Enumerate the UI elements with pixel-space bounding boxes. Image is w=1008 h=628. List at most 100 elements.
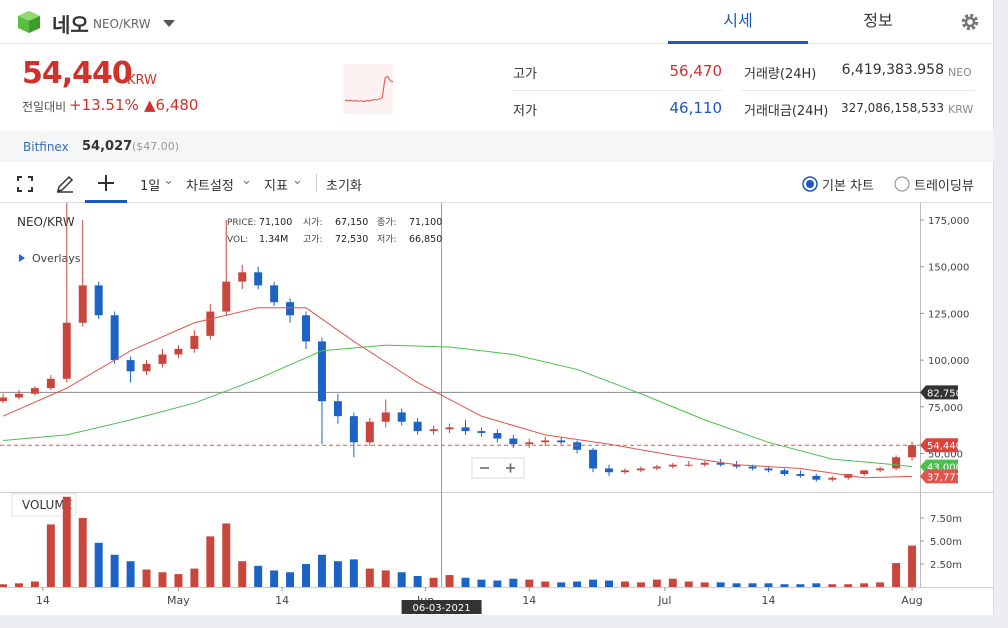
info-value: 66,850 [409,234,442,245]
volume-bar [413,575,422,587]
candle-body [828,477,837,480]
exchange-band: Bitfinex 54,027 ($47.00) [0,131,994,162]
volume-bar [716,582,725,587]
info-label: 시가: [303,217,323,228]
caret: ⌄ [292,173,303,188]
dropdown[interactable] [162,19,176,28]
x-tick-label: Aug [901,594,922,607]
candle-body [158,354,167,364]
current-price: 54,440 [22,56,133,91]
volume-bar [429,577,438,587]
moving-average [2,344,913,468]
y-tick-label: 125,000 [928,309,969,320]
exchange-price: 54,027 [82,139,133,154]
volume-bar [317,554,326,587]
info-label: VOL: [227,235,248,245]
volume-bar [62,496,71,587]
interval[interactable]: 1일 [140,179,161,194]
volume-bar [349,559,358,587]
y-tick-label: 50,000 [928,450,963,461]
radio-label[interactable]: 기본 차트 [822,179,874,194]
tab[interactable]: 시세 [668,0,808,44]
crosshair-tool[interactable] [85,163,127,203]
volume-box [11,493,77,517]
crosshair-price-label-bg [920,385,958,400]
volume-bar [732,583,741,587]
stat-unit: KRW [948,103,974,116]
overlays-label[interactable]: Overlays [32,252,81,265]
y-tick-label: 100,000 [928,356,969,367]
exchange-usd: ($47.00) [132,140,180,153]
info-value: 67,150 [335,217,368,228]
settings-icon[interactable] [960,12,980,32]
x-tick-label: May [167,594,190,607]
volume-bar [605,580,614,587]
radio[interactable] [894,176,910,192]
candle-body [46,378,55,389]
candle-body [381,412,390,422]
radio-label[interactable]: 트레이딩뷰 [914,179,974,194]
overlay-label: 37,777 [927,472,962,483]
candle-body [286,302,295,316]
candle-body [908,445,917,458]
candle-body [541,440,550,443]
volume-bar [270,570,279,587]
volume-bar [636,582,645,587]
chart-title: NEO/KRW [17,215,75,229]
menu-item[interactable]: 지표 [264,179,288,194]
divider [742,90,974,91]
coin-logo [18,11,40,33]
y-tick-label: 175,000 [928,216,969,227]
coin-pair: NEO/KRW [93,17,151,31]
volume-bar [828,584,837,587]
stat-label: 거래량(24H) [744,67,817,82]
x-tick-label: 14 [522,594,536,607]
menu-item[interactable]: 차트설정 [186,179,234,194]
draw-icon[interactable] [56,175,74,193]
volume-bar [126,561,135,587]
y-tick-label: 7.50m [930,514,962,525]
info-value: 71,100 [259,217,292,228]
stat-value: 46,110 [669,99,723,117]
volume-bar [668,578,677,587]
volume-bar [190,568,199,587]
overlay-arrow[interactable] [19,254,25,262]
volume-bar [158,572,167,587]
info-value: 72,530 [335,234,368,245]
exchange-name: Bitfinex [23,140,69,154]
volume-bar [748,583,757,587]
x-tick-label: Jul [657,594,671,607]
volume-bar [493,580,502,587]
sparkline-today [393,64,483,114]
candle-body [142,363,151,372]
volume-bar [142,569,151,587]
volume-bar [557,582,566,587]
volume-bar [94,542,103,587]
tab[interactable]: 정보 [863,11,893,30]
volume-bar [684,581,693,587]
zoom-icons[interactable] [480,463,515,473]
candle-body [397,412,406,422]
candle-body [14,393,23,398]
candle-body [876,468,885,471]
volume-bar [860,583,869,587]
radio-checked[interactable] [802,176,818,192]
candle-body [62,322,71,379]
volume-bar [254,565,263,587]
candle-body [94,285,103,316]
volume-bar [780,584,789,587]
volume-bar [461,577,470,587]
candle-body [78,285,87,323]
candle-body [557,440,566,443]
candle-body [748,466,757,469]
volume-bar [78,517,87,587]
reset[interactable]: 초기화 [326,179,362,194]
volume-bar [46,524,55,587]
candle-body [349,416,358,443]
fullscreen-icon[interactable] [17,176,33,192]
stat-label: 저가 [513,104,537,119]
coin-name: 네오 [52,13,89,37]
volume-bar [445,575,454,587]
volume-bar [796,584,805,587]
volume-bar [110,554,119,587]
